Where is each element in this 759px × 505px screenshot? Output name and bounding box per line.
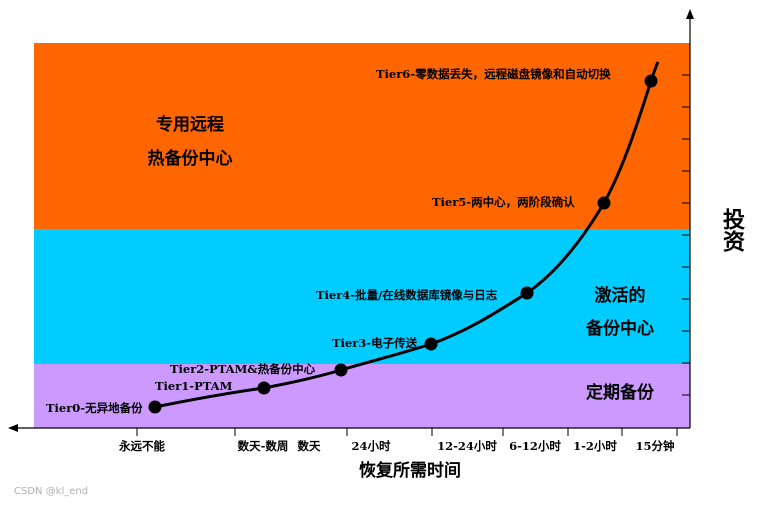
x-tick-label-days-weeks: 数天-数周 [238,439,289,453]
tier3-point [424,337,438,351]
band-cold-title: 定期备份 [586,382,655,403]
tier0-point [148,400,162,414]
y-axis-arrow [686,9,694,19]
tier2-point [334,363,348,377]
tier6-label: Tier6-零数据丢失，远程磁盘镜像和自动切换 [376,67,611,81]
x-axis-tick-marks [136,428,678,436]
x-tick-label-24h: 24小时 [351,439,391,453]
x-tick-label-15min: 15分钟 [635,439,674,453]
y-axis-title: 投资 [719,208,745,253]
x-tick-label-never: 永远不能 [118,439,165,453]
tier4-point [520,286,534,300]
band-hot-title-line2: 热备份中心 [148,148,233,169]
tier0-label: Tier0-无异地备份 [46,401,143,415]
band-hot-standby [34,43,690,229]
tier5-label: Tier5-两中心，两阶段确认 [432,195,575,209]
tier5-point [597,196,611,210]
y-axis-ticks [682,74,690,396]
band-hot-title-line1: 专用远程 [156,114,224,135]
tier3-label: Tier3-电子传送 [332,336,418,350]
x-axis-title: 恢复所需时间 [359,460,461,481]
tier4-label: Tier4-批量/在线数据库镜像与日志 [316,288,498,302]
x-tick-label-12-24h: 12-24小时 [437,439,497,453]
tier1-label: Tier1-PTAM [155,379,233,393]
tier2-label: Tier2-PTAM&热备份中心 [170,362,316,376]
tier6-point [644,74,658,88]
x-tick-label-6-12h: 6-12小时 [509,439,561,453]
x-tick-label-days: 数天 [298,439,321,453]
x-axis-arrow [8,424,18,432]
band-warm-title-line1: 激活的 [595,285,646,306]
band-warm-title-line2: 备份中心 [585,318,654,339]
band-warm-standby [34,229,690,364]
band-periodic-backup [34,364,690,428]
x-tick-label-1-2h: 1-2小时 [573,439,617,453]
tier1-point [257,381,271,395]
watermark: CSDN @kl_end [14,486,88,497]
